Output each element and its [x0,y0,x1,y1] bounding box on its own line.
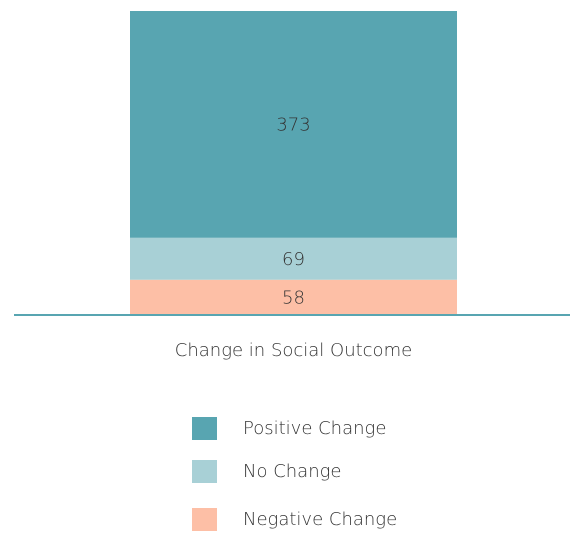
bar-segment [130,279,457,315]
data-label: 58 [282,287,305,308]
x-category-label: Change in Social Outcome [175,340,412,361]
bar-segment [130,11,457,238]
legend-label: Negative Change [243,509,397,530]
legend-swatch [192,508,217,531]
legend-swatch [192,460,217,483]
legend-swatch [192,417,217,440]
bar-segment [130,237,457,280]
legend-label: Positive Change [243,418,386,439]
data-label: 373 [276,114,310,135]
legend-label: No Change [243,461,342,482]
data-label: 69 [282,249,305,270]
